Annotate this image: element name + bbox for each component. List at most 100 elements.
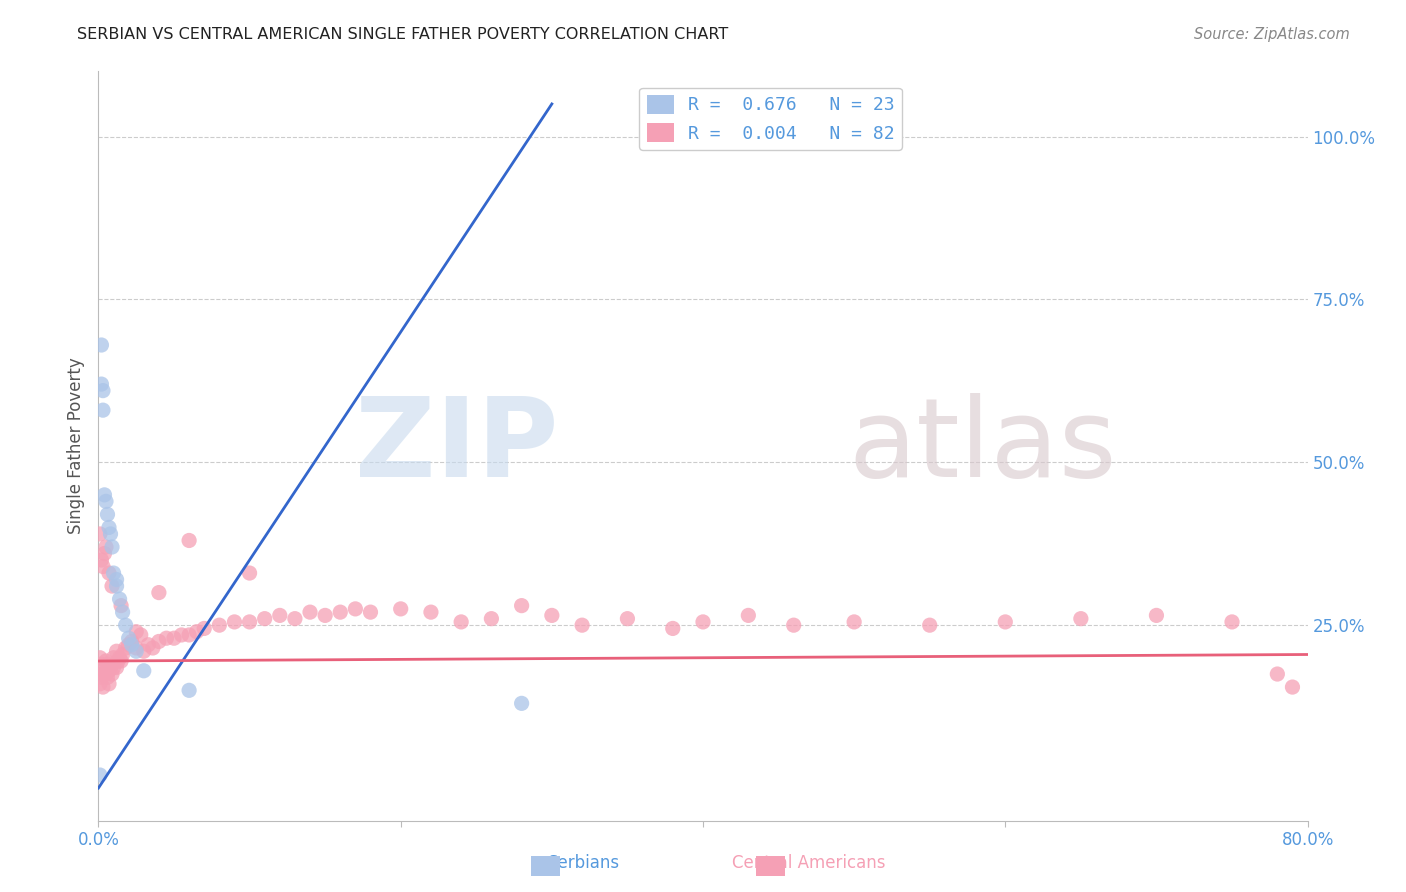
Point: [90, 670, 112, 684]
Point: [98, 664, 121, 678]
Point: [1220, 615, 1243, 629]
Point: [179, 533, 201, 548]
Point: [105, 644, 128, 658]
Point: [918, 618, 941, 632]
Point: [1267, 667, 1289, 681]
Point: [269, 608, 291, 623]
Point: [224, 615, 246, 629]
Point: [91, 680, 114, 694]
Point: [540, 608, 562, 623]
Point: [661, 622, 683, 636]
Point: [193, 622, 215, 636]
Point: [284, 612, 307, 626]
Point: [110, 654, 132, 668]
Point: [179, 683, 201, 698]
Point: [114, 640, 136, 655]
Point: [737, 608, 759, 623]
Point: [360, 605, 382, 619]
Point: [420, 605, 443, 619]
Point: [90, 377, 112, 392]
Point: [186, 624, 208, 639]
Point: [170, 628, 193, 642]
Point: [132, 644, 155, 658]
Point: [692, 615, 714, 629]
Point: [450, 615, 472, 629]
Point: [94, 494, 117, 508]
Point: [103, 566, 125, 580]
Point: [107, 654, 129, 668]
Point: [91, 559, 114, 574]
Point: [94, 667, 117, 681]
Point: [91, 667, 114, 681]
Point: [121, 638, 143, 652]
Point: [100, 527, 122, 541]
Point: [239, 615, 262, 629]
Point: [571, 618, 593, 632]
Legend: R =  0.676   N = 23, R =  0.004   N = 82: R = 0.676 N = 23, R = 0.004 N = 82: [640, 88, 903, 150]
Point: [93, 660, 115, 674]
Point: [118, 631, 141, 645]
Point: [103, 660, 125, 674]
Point: [114, 618, 136, 632]
Point: [89, 527, 111, 541]
Point: [994, 615, 1017, 629]
Text: Source: ZipAtlas.com: Source: ZipAtlas.com: [1194, 27, 1350, 42]
Point: [96, 670, 118, 684]
Point: [163, 631, 186, 645]
Point: [89, 768, 111, 782]
Text: Central Americans: Central Americans: [731, 855, 886, 872]
Point: [121, 634, 143, 648]
Text: atlas: atlas: [848, 392, 1116, 500]
Point: [96, 657, 118, 672]
Point: [179, 628, 201, 642]
Point: [94, 654, 117, 668]
Point: [105, 579, 128, 593]
Point: [239, 566, 262, 580]
Text: ZIP: ZIP: [354, 392, 558, 500]
Point: [125, 644, 148, 658]
Point: [98, 677, 121, 691]
Point: [1070, 612, 1092, 626]
Point: [105, 660, 128, 674]
Y-axis label: Single Father Poverty: Single Father Poverty: [67, 358, 86, 534]
Point: [93, 547, 115, 561]
Point: [844, 615, 866, 629]
Point: [136, 638, 159, 652]
Point: [481, 612, 503, 626]
Point: [111, 648, 134, 662]
Point: [118, 638, 141, 652]
Point: [299, 605, 322, 619]
Point: [91, 384, 114, 398]
Point: [208, 618, 231, 632]
Point: [96, 508, 118, 522]
Point: [103, 650, 125, 665]
Point: [510, 599, 533, 613]
Text: SERBIAN VS CENTRAL AMERICAN SINGLE FATHER POVERTY CORRELATION CHART: SERBIAN VS CENTRAL AMERICAN SINGLE FATHE…: [77, 27, 728, 42]
Point: [94, 540, 117, 554]
Point: [105, 573, 128, 587]
Point: [329, 605, 352, 619]
Point: [89, 677, 111, 691]
Point: [783, 618, 806, 632]
Point: [108, 592, 131, 607]
Point: [148, 634, 170, 648]
Point: [510, 697, 533, 711]
Point: [1144, 608, 1167, 623]
Point: [148, 585, 170, 599]
Point: [100, 660, 122, 674]
Point: [93, 488, 115, 502]
Point: [101, 579, 124, 593]
Point: [90, 657, 112, 672]
Point: [142, 640, 165, 655]
Point: [389, 602, 412, 616]
Point: [90, 553, 112, 567]
Point: [98, 566, 121, 580]
Point: [344, 602, 367, 616]
Point: [125, 640, 148, 655]
Point: [98, 520, 121, 534]
Point: [111, 605, 134, 619]
Point: [91, 403, 114, 417]
Point: [155, 631, 177, 645]
Point: [253, 612, 276, 626]
Point: [89, 650, 111, 665]
